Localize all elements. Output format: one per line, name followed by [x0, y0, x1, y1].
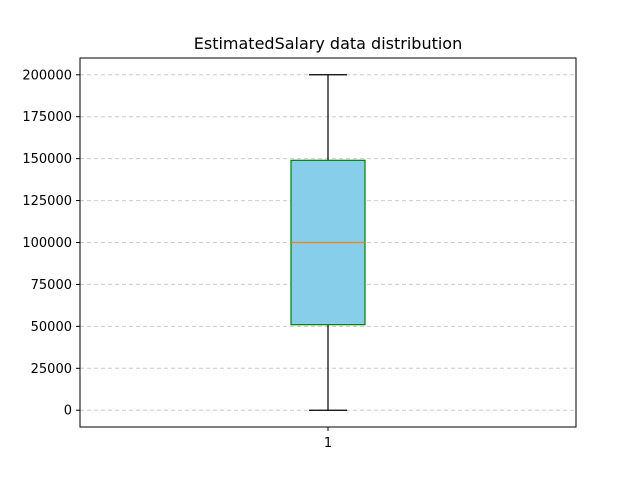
x-tick-label: 1	[324, 436, 332, 451]
y-axis: 0 25000 50000 75000 100000 125000 150000 175000…	[22, 68, 80, 419]
y-tick-label: 75000	[31, 278, 72, 293]
chart-title: EstimatedSalary data distribution	[194, 34, 462, 53]
y-tick-label: 150000	[22, 152, 72, 167]
y-tick-label: 125000	[22, 194, 72, 209]
y-tick-label: 100000	[22, 236, 72, 251]
x-axis: 1	[324, 427, 332, 451]
y-tick-label: 175000	[22, 110, 72, 125]
y-tick-label: 25000	[31, 362, 72, 377]
box-group	[290, 74, 366, 411]
y-tick-label: 0	[64, 404, 72, 419]
y-tick-label: 50000	[31, 320, 72, 335]
y-tick-label: 200000	[22, 68, 72, 83]
